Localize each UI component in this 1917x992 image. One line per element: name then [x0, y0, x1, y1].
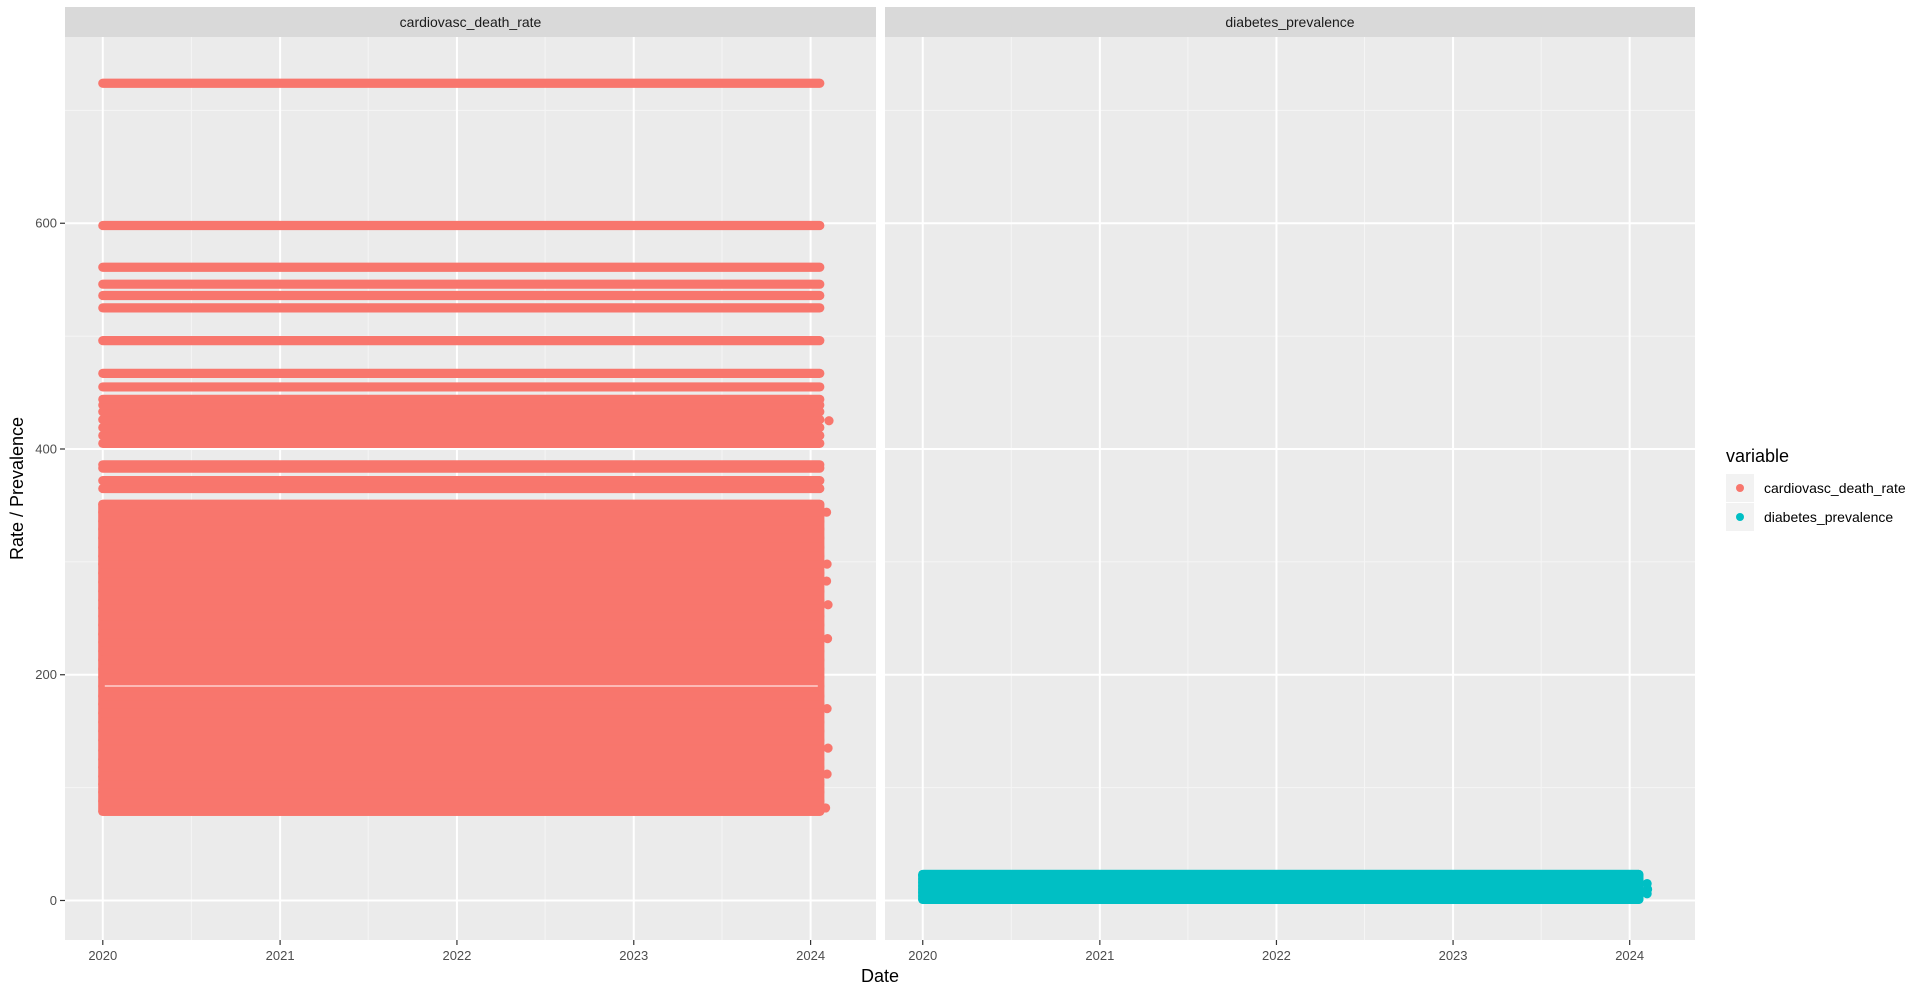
- data-point: [822, 704, 832, 714]
- y-tick-label: 400: [35, 441, 57, 456]
- facet-strip: [885, 7, 1695, 37]
- data-point: [821, 507, 832, 517]
- facet-strip-label: cardiovasc_death_rate: [400, 14, 542, 30]
- legend: variable cardiovasc_death_rate diabetes_pr…: [1726, 446, 1906, 531]
- facet-strip: [65, 7, 876, 37]
- legend-key: [1726, 474, 1754, 502]
- x-tick-label: 2021: [266, 948, 295, 963]
- x-tick-label: 2022: [442, 948, 471, 963]
- x-axis-title: Date: [861, 966, 899, 986]
- facet-strip-label: diabetes_prevalence: [1225, 14, 1354, 30]
- data-point: [824, 416, 834, 426]
- plot-panel-background: [885, 37, 1695, 940]
- y-tick-label: 600: [35, 216, 57, 231]
- data-point: [823, 743, 833, 753]
- facet-panel-cardiovasc-death-rate: cardiovasc_death_rate 2020 2021 2022 2023 202…: [65, 7, 876, 963]
- x-tick-label: 2020: [908, 948, 937, 963]
- data-point: [821, 803, 831, 813]
- x-tick-label: 2024: [1615, 948, 1644, 963]
- legend-key: [1726, 503, 1754, 531]
- data-point: [1642, 878, 1652, 889]
- legend-key-point: [1736, 484, 1744, 492]
- x-tick-label: 2024: [796, 948, 825, 963]
- legend-label: diabetes_prevalence: [1764, 509, 1893, 525]
- x-tick-label: 2021: [1085, 948, 1114, 963]
- facet-panel-diabetes-prevalence: diabetes_prevalence 2020 2021 2022 2023 2024: [885, 7, 1695, 963]
- y-axis-title: Rate / Prevalence: [7, 417, 27, 560]
- y-tick-label: 200: [35, 667, 57, 682]
- data-point: [823, 600, 833, 610]
- data-point: [822, 559, 832, 569]
- data-point: [821, 576, 832, 586]
- data-point: [822, 769, 832, 779]
- x-tick-label: 2023: [619, 948, 648, 963]
- x-tick-label: 2020: [88, 948, 117, 963]
- legend-title: variable: [1726, 446, 1789, 466]
- legend-label: cardiovasc_death_rate: [1764, 480, 1906, 496]
- y-tick-label: 0: [50, 893, 57, 908]
- legend-key-point: [1736, 513, 1744, 521]
- data-point: [822, 634, 833, 644]
- x-tick-label: 2023: [1439, 948, 1468, 963]
- x-tick-label: 2022: [1262, 948, 1291, 963]
